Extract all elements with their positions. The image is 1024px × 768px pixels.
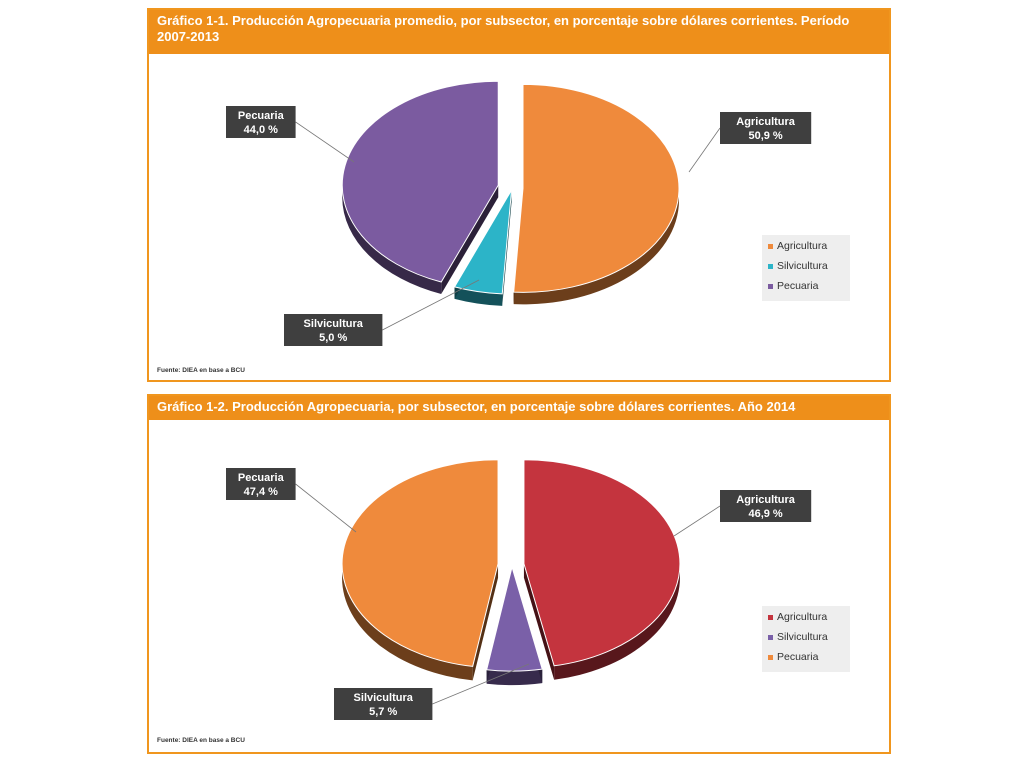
legend-swatch xyxy=(768,615,773,620)
pie-slice-side-agricultura xyxy=(554,563,680,680)
label-box xyxy=(226,468,296,500)
label-category: Silvicultura xyxy=(304,318,364,330)
chart-panel-2: Gráfico 1-2. Producción Agropecuaria, po… xyxy=(147,394,891,754)
leader-line xyxy=(382,279,480,331)
legend: Agricultura Silvicultura Pecuaria xyxy=(762,235,850,301)
chart-title: Gráfico 1-1. Producción Agropecuaria pro… xyxy=(149,10,889,54)
label-value: 44,0 % xyxy=(244,124,278,136)
legend-label: Agricultura xyxy=(777,240,827,252)
source-note: Fuente: DIEA en base a BCU xyxy=(157,737,245,744)
leader-line xyxy=(295,483,357,533)
legend-swatch xyxy=(768,284,773,289)
legend-label: Silvicultura xyxy=(777,260,828,272)
pie-slice-agricultura xyxy=(523,459,681,667)
legend-label: Silvicultura xyxy=(777,631,828,643)
pie-slice-side-silvicultura xyxy=(486,669,543,686)
label-category: Pecuaria xyxy=(238,110,285,122)
legend-swatch xyxy=(768,244,773,249)
legend-label: Agricultura xyxy=(777,611,827,623)
label-box xyxy=(334,688,433,720)
pie-slice-cut-face xyxy=(523,563,555,680)
pie-top-layer xyxy=(341,80,680,295)
label-box xyxy=(720,490,812,522)
pie-top-layer xyxy=(341,459,681,672)
leader-line xyxy=(673,505,721,537)
legend-swatch xyxy=(768,264,773,269)
label-box xyxy=(720,112,812,144)
pie-slice-silvicultura xyxy=(486,565,543,672)
pie-slice-side-pecuaria xyxy=(342,185,442,295)
legend-box xyxy=(762,235,850,301)
legend: Agricultura Silvicultura Pecuaria xyxy=(762,606,850,672)
chart-panel-1: Gráfico 1-1. Producción Agropecuaria pro… xyxy=(147,8,891,382)
data-labels: Agricultura 50,9 % Silvicultura 5,0 % Pecuar… xyxy=(226,106,812,346)
pie-slice-cut-face xyxy=(472,563,499,681)
label-box xyxy=(284,314,383,346)
label-value: 46,9 % xyxy=(748,508,782,520)
label-category: Pecuaria xyxy=(238,472,285,484)
legend-label: Pecuaria xyxy=(777,280,819,292)
pie-slice-agricultura xyxy=(513,83,680,293)
leader-line xyxy=(688,127,721,173)
pie-slice-cut-face xyxy=(441,185,499,295)
pie-slice-pecuaria xyxy=(341,80,499,283)
label-box xyxy=(226,106,296,138)
legend-label: Pecuaria xyxy=(777,651,819,663)
leader-line xyxy=(295,121,355,163)
data-labels: Agricultura 46,9 % Silvicultura 5,7 % Pecuar… xyxy=(226,468,812,720)
chart-title: Gráfico 1-2. Producción Agropecuaria, po… xyxy=(149,396,889,420)
label-category: Agricultura xyxy=(736,116,796,128)
label-value: 5,7 % xyxy=(369,706,397,718)
pie-slice-pecuaria xyxy=(341,459,499,667)
legend-swatch xyxy=(768,635,773,640)
pie-slice-side-silvicultura xyxy=(454,286,503,306)
label-value: 50,9 % xyxy=(748,130,782,142)
label-category: Agricultura xyxy=(736,494,796,506)
label-value: 5,0 % xyxy=(319,332,347,344)
label-value: 47,4 % xyxy=(244,486,278,498)
legend-box xyxy=(762,606,850,672)
pie-chart-2: Agricultura 46,9 % Silvicultura 5,7 % Pecuar… xyxy=(226,459,850,720)
legend-swatch xyxy=(768,655,773,660)
leader-line xyxy=(432,663,530,705)
label-category: Silvicultura xyxy=(354,692,414,704)
pie-chart-1: Agricultura 50,9 % Silvicultura 5,0 % Pecuar… xyxy=(226,80,850,346)
pie-slice-silvicultura xyxy=(453,189,513,295)
source-note: Fuente: DIEA en base a BCU xyxy=(157,367,245,374)
